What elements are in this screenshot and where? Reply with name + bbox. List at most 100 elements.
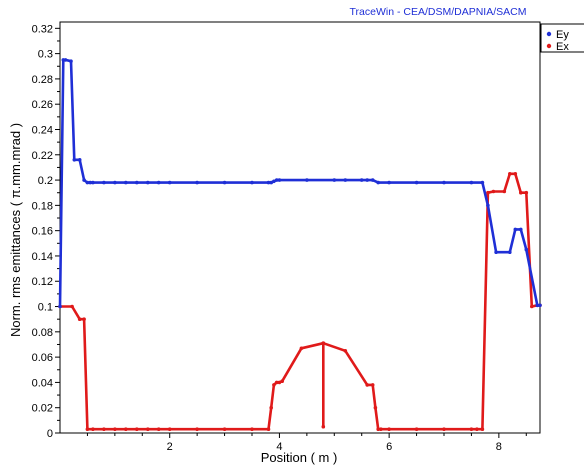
data-point-ey <box>274 178 279 182</box>
data-point-ex <box>469 427 474 432</box>
data-point-ex <box>274 380 279 385</box>
data-point-ex <box>321 341 326 346</box>
y-tick-label: 0 <box>47 428 53 440</box>
data-point-ey <box>359 178 364 182</box>
y-tick-label: 0.26 <box>32 99 53 111</box>
data-point-ey <box>305 178 309 182</box>
data-point-ey <box>222 180 227 185</box>
x-tick-label: 2 <box>167 441 173 453</box>
x-axis: 2 4 6 8 <box>86 433 527 453</box>
data-point-ex <box>480 427 485 432</box>
data-point-ex <box>508 172 512 176</box>
series-layer <box>58 58 542 432</box>
data-point-ey <box>519 227 523 232</box>
data-point-ex <box>272 383 276 387</box>
legend-marker-ex <box>546 43 552 49</box>
data-point-ey <box>442 180 446 185</box>
data-point-ex <box>195 427 199 432</box>
data-point-ey <box>146 180 150 185</box>
data-point-ey <box>269 180 274 185</box>
y-tick-label: 0.16 <box>32 226 53 238</box>
data-point-ey <box>365 178 370 182</box>
data-point-ex <box>519 190 523 195</box>
data-point-ey <box>124 180 128 185</box>
data-point-ey <box>486 203 490 208</box>
y-tick-label: 0.14 <box>32 251 53 263</box>
y-tick-label: 0.08 <box>32 327 53 339</box>
data-point-ey <box>72 158 77 162</box>
data-point-ey <box>469 180 474 185</box>
y-tick-label: 0.18 <box>32 200 53 212</box>
data-point-ey <box>272 179 276 184</box>
data-point-ey <box>508 250 512 254</box>
data-point-ex <box>113 427 117 432</box>
x-axis-label: Position ( m ) <box>261 450 338 465</box>
data-point-ex <box>222 427 227 432</box>
data-point-ey <box>332 178 337 182</box>
data-point-ex <box>524 190 529 195</box>
data-point-ex <box>85 427 90 432</box>
y-tick-label: 0.32 <box>32 23 53 35</box>
data-point-ey <box>480 180 485 185</box>
y-tick-label: 0.2 <box>38 175 53 187</box>
data-point-ey <box>195 180 199 185</box>
data-point-ex <box>475 427 479 432</box>
data-point-ex <box>250 427 254 432</box>
data-point-ey <box>414 180 419 185</box>
data-point-ex <box>486 190 490 195</box>
data-point-ey <box>77 158 82 162</box>
data-point-ey <box>91 180 95 185</box>
data-point-ex <box>379 427 383 432</box>
data-point-ex <box>269 405 274 410</box>
data-point-ex <box>124 427 128 432</box>
tracewin-brand-label: TraceWin - CEA/DSM/DAPNIA/SACM <box>350 6 527 18</box>
data-point-ey <box>69 59 73 63</box>
y-tick-label: 0.02 <box>32 403 53 415</box>
data-point-ex <box>299 346 304 351</box>
data-point-ex <box>82 317 86 322</box>
series-ey <box>58 58 542 309</box>
y-tick-label: 0.06 <box>32 352 53 364</box>
data-point-ey <box>82 178 86 182</box>
data-point-ex <box>365 383 370 387</box>
data-point-ey <box>135 180 139 185</box>
data-point-ey <box>113 180 117 185</box>
legend-label-ey: Ey <box>556 29 569 41</box>
data-point-ey <box>538 303 542 308</box>
data-point-ex <box>135 427 139 432</box>
data-point-ey <box>102 180 106 185</box>
data-point-ex <box>343 349 348 353</box>
plot-frame <box>59 21 541 434</box>
y-tick-label: 0.24 <box>32 124 53 136</box>
y-axis-label: Norm. rms emittances ( π.mm.mrad ) <box>8 123 23 337</box>
data-point-ex <box>321 424 326 429</box>
data-point-ex <box>277 380 282 385</box>
data-point-ey <box>277 178 282 182</box>
data-point-ex <box>376 427 381 432</box>
data-point-ex <box>491 189 496 194</box>
data-point-ey <box>58 304 62 309</box>
data-point-ex <box>91 427 95 432</box>
data-point-ey <box>513 227 518 232</box>
plot-border <box>59 21 541 434</box>
y-tick-label: 0.1 <box>38 302 53 314</box>
data-point-ey <box>156 180 161 185</box>
data-point-ex <box>387 427 391 432</box>
y-tick-label: 0.3 <box>38 49 53 61</box>
data-point-ey <box>494 250 498 254</box>
data-point-ex <box>442 427 446 432</box>
data-point-ey <box>266 180 271 185</box>
y-tick-label: 0.04 <box>32 377 53 389</box>
data-point-ex <box>502 189 507 194</box>
data-point-ey <box>524 247 529 252</box>
legend-marker-ey <box>546 31 552 37</box>
y-tick-label: 0.22 <box>32 150 53 162</box>
data-point-ey <box>63 58 68 62</box>
data-point-ey <box>343 178 348 182</box>
data-point-ex <box>156 427 161 432</box>
y-axis: 0 0.02 0.04 0.06 0.08 0.1 0.12 0.14 0.16 0.18 0.2 0… <box>32 23 60 440</box>
data-point-ey <box>376 180 381 185</box>
data-point-ex <box>167 427 172 432</box>
data-point-ey <box>535 303 540 308</box>
data-point-ey <box>167 180 172 185</box>
